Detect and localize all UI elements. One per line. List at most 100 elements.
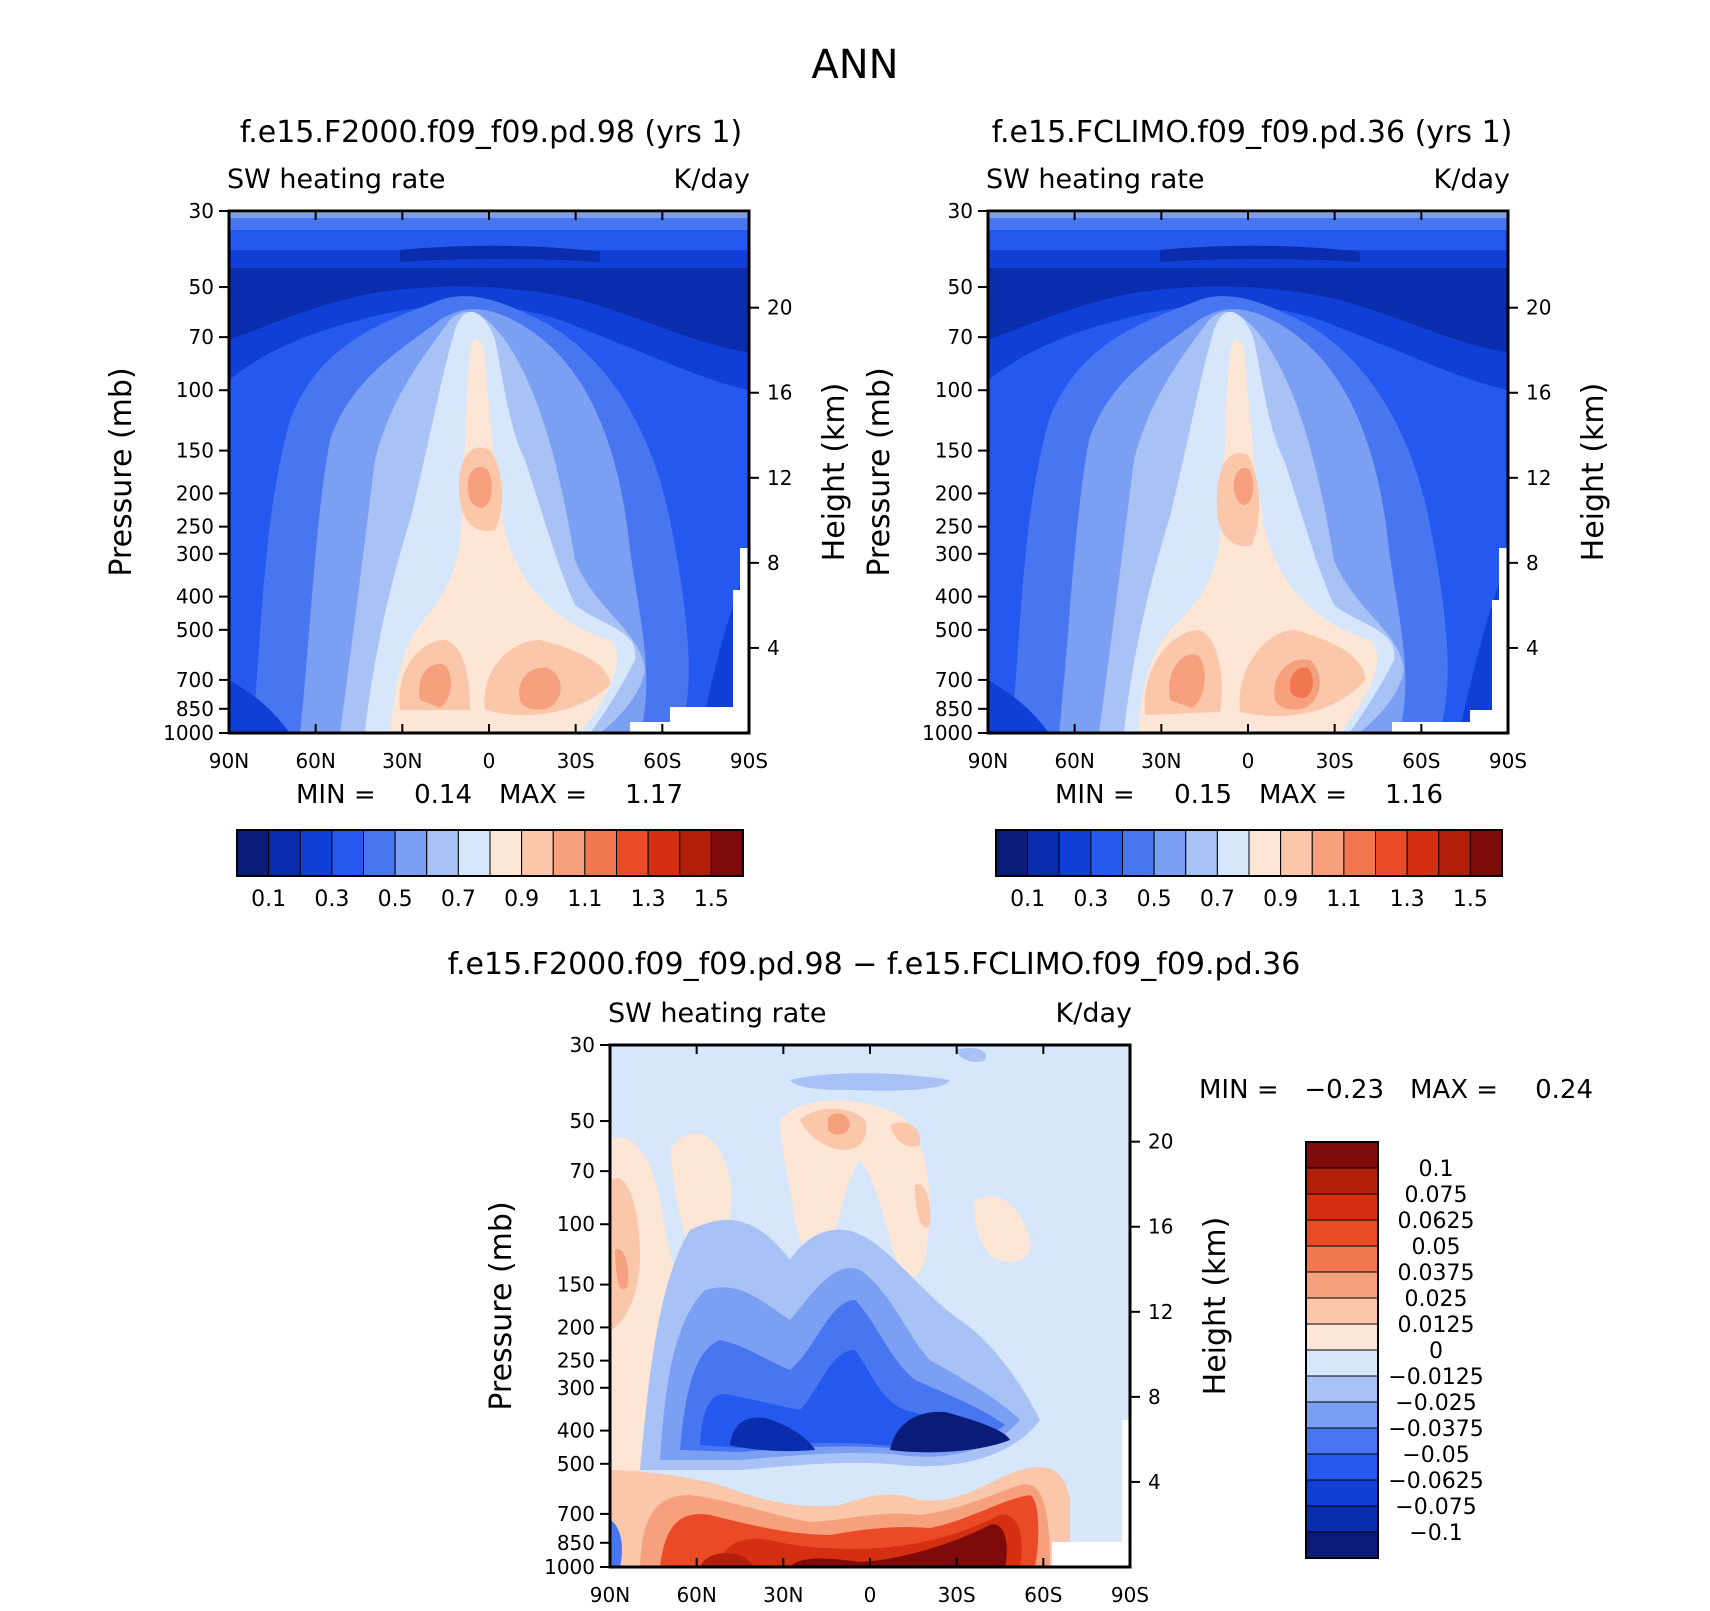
p3-ytick-label: 400 [557,1419,595,1443]
p2-ytick-label: 30 [948,199,973,223]
colorbar-label: −0.05 [1402,1443,1469,1468]
p3-ytick-right-label: 4 [1148,1470,1161,1494]
colorbar-swatch [521,829,554,877]
p1-xtick-label: 0 [483,749,496,773]
panel-3-right-subtitle: K/day [1056,998,1132,1029]
colorbar-swatch [1375,829,1408,877]
p2-ytick-label: 700 [935,668,973,692]
p2-xtick-label: 60S [1402,749,1440,773]
colorbar-swatch [1027,829,1060,877]
colorbar-swatch [1153,829,1187,877]
p1-contour-110b [519,667,561,710]
p1-ytick-label: 850 [176,697,214,721]
p1-xtick-label: 60S [643,749,681,773]
p1-ytick-label: 50 [189,275,214,299]
p2-xtick-label: 30N [1141,749,1181,773]
colorbar-swatch [679,829,712,877]
p3-xtick-label: 60S [1024,1583,1062,1607]
p2-contour-lower-left [988,680,1049,733]
p3-contour-pos-bottom-e [790,1524,1007,1567]
panel-1-min-label: MIN = [296,780,376,810]
colorbar-label: 0.7 [441,887,476,912]
p3-ytick-label: 850 [557,1531,595,1555]
colorbar-swatch [299,829,333,877]
panel-3-min-value: −0.23 [1304,1075,1384,1105]
p3-ytick-label: 300 [557,1376,595,1400]
p2-xtick-label: 0 [1242,749,1255,773]
p3-xtick-label: 60N [676,1583,716,1607]
p2-missing-data-3 [1470,710,1500,733]
panel-1-contour-field [229,211,750,733]
p3-ytick-label: 250 [557,1349,595,1373]
panel-1-title: f.e15.F2000.f09_f09.pd.98 (yrs 1) [240,115,742,150]
panel-1-max-label: MAX = [499,780,587,810]
colorbar-swatch [489,829,523,877]
colorbar-label: 0.05 [1412,1235,1461,1260]
p1-xtick-label: 60N [295,749,335,773]
p2-xtick-label: 90N [968,749,1008,773]
colorbar-swatch [1305,1297,1379,1325]
p2-contour-110c [1233,468,1254,505]
colorbar-label: 0.3 [1073,887,1108,912]
colorbar-label: 0.7 [1200,887,1235,912]
colorbar-swatch [1058,829,1092,877]
colorbar-label: 0.5 [1137,887,1172,912]
colorbar-swatch [394,829,428,877]
colorbar-swatch [363,829,396,877]
p2-ytick-right-label: 12 [1526,466,1551,490]
colorbar-swatch [1305,1245,1379,1273]
colorbar-swatch [1305,1505,1379,1533]
p1-xtick-label: 90S [730,749,768,773]
panel-3-min-label: MIN = [1199,1075,1279,1105]
colorbar-swatch [1305,1271,1379,1299]
colorbar-swatch [1438,829,1471,877]
p3-ytick-label: 30 [570,1033,595,1057]
panel-2-right-subtitle: K/day [1434,164,1510,195]
p1-missing-data-4 [630,722,675,733]
p2-contour-top-band-1 [988,218,1508,230]
p1-ytick-right-label: 12 [767,466,792,490]
colorbar-swatch [647,829,681,877]
colorbar-swatch [1305,1167,1379,1195]
p3-ytick-right-label: 8 [1148,1385,1161,1409]
colorbar-label: 0.0625 [1398,1209,1475,1234]
colorbar-label: 1.3 [631,887,666,912]
p1-ytick-label: 150 [176,439,214,463]
p3-xtick-label: 0 [864,1583,877,1607]
p1-ytick-right-label: 20 [767,296,792,320]
panel-3-max-label: MAX = [1410,1075,1498,1105]
p2-ytick-label: 850 [935,697,973,721]
p1-xtick-label: 30S [557,749,595,773]
colorbar-label: −0.0625 [1388,1469,1483,1494]
colorbar-swatch [1305,1375,1379,1403]
panel-1-left-subtitle: SW heating rate [227,164,445,195]
panel-1-ylabel: Pressure (mb) [104,367,139,576]
panel-2-contour-field [988,211,1509,733]
panel-2-left-subtitle: SW heating rate [986,164,1204,195]
p3-ytick-label: 50 [570,1109,595,1133]
p1-ytick-label: 400 [176,585,214,609]
figure-title: ANN [811,42,898,88]
p2-ytick-label: 250 [935,515,973,539]
p3-contour-neg-core-2 [890,1411,1010,1453]
p1-ytick-label: 200 [176,481,214,505]
colorbar-swatch [1216,829,1250,877]
p1-ytick-right-label: 4 [767,636,780,660]
colorbar-label: −0.0125 [1388,1365,1483,1390]
colorbar-swatch [616,829,649,877]
p2-ytick-label: 500 [935,618,973,642]
colorbar-label: 0.0375 [1398,1261,1475,1286]
colorbar-swatch [1311,829,1345,877]
p2-xtick-label: 90S [1489,749,1527,773]
p3-contour-neg-bottom-left [610,1520,622,1567]
colorbar-label: 1.1 [1326,887,1361,912]
colorbar-swatch [995,829,1029,877]
p1-missing-data-3 [670,707,750,733]
p3-contour-pos-mid [974,1196,1031,1263]
colorbar-swatch [1305,1141,1379,1169]
colorbar-swatch [710,829,744,877]
colorbar-swatch [1406,829,1440,877]
panel-3-ylabel-right: Height (km) [1198,1217,1233,1396]
colorbar-label: 0 [1429,1339,1443,1364]
p1-contour-top-band-1 [229,218,749,230]
